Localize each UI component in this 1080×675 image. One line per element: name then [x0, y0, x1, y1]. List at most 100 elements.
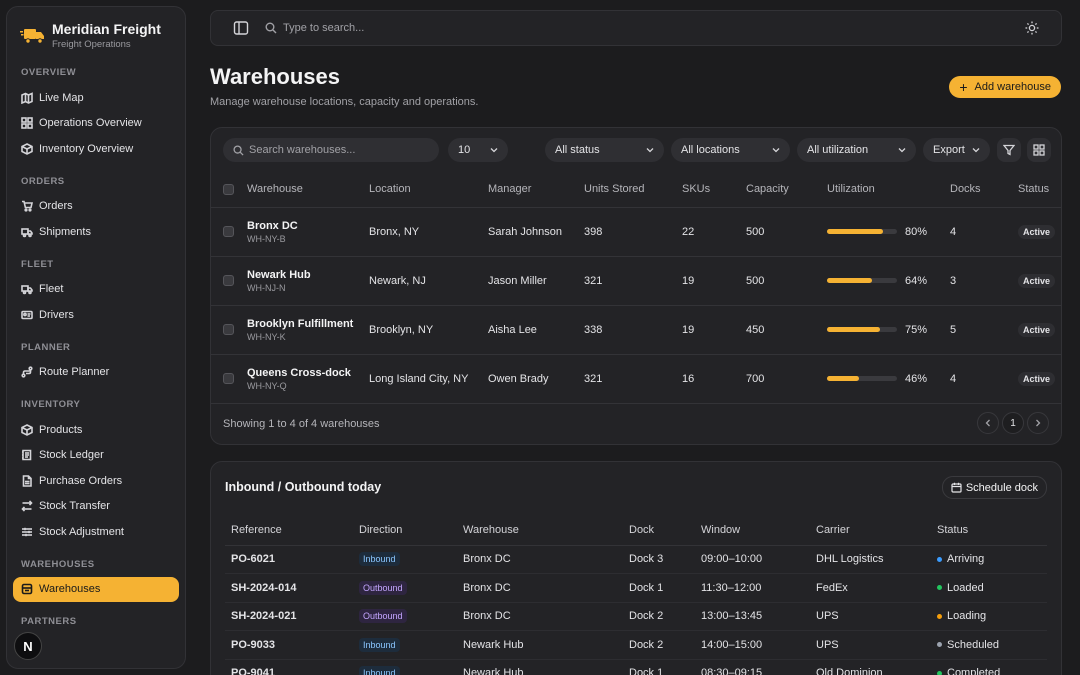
page-1-button[interactable]: 1 [1002, 412, 1024, 434]
plus-icon: + [959, 79, 968, 95]
table-row[interactable]: SH-2024-021 Outbound Bronx DC Dock 2 13:00–1… [225, 602, 1047, 631]
page-size-select[interactable]: 10 [448, 138, 508, 162]
sidebar-item-stock-transfer[interactable]: Stock Transfer [21, 494, 179, 520]
theme-toggle-sun-icon[interactable] [1025, 21, 1039, 35]
utilization-bar-fill [827, 278, 872, 283]
row-checkbox[interactable] [223, 275, 234, 286]
reference-cell: PO-9033 [225, 630, 353, 660]
status-badge: Active [1018, 322, 1056, 337]
sidebar-item-live-map[interactable]: Live Map [21, 85, 179, 111]
col-warehouse[interactable]: Warehouse [247, 172, 369, 208]
location-filter-select[interactable]: All locations [671, 138, 790, 162]
warehouse-cell: Bronx DC [457, 545, 623, 574]
sidebar-item-operations-overview[interactable]: Operations Overview [21, 111, 179, 137]
status-dot [937, 585, 942, 591]
sidebar-item-stock-adjustment[interactable]: Stock Adjustment [21, 519, 179, 545]
topbar: Type to search... [210, 10, 1062, 46]
col-status[interactable]: Status [1018, 172, 1061, 208]
sidebar-item-purchase-orders[interactable]: Purchase Orders [21, 468, 179, 494]
col-manager[interactable]: Manager [488, 172, 584, 208]
status-dot [937, 642, 942, 648]
carrier-cell: Old Dominion [810, 659, 931, 675]
sidebar-item-label: Route Planner [39, 366, 110, 379]
grid-view-button[interactable] [1027, 138, 1051, 162]
next-page-button[interactable] [1027, 412, 1049, 434]
sidebar-item-label: Operations Overview [39, 117, 142, 130]
status-filter-select[interactable]: All status [545, 138, 664, 162]
sidebar-item-fleet[interactable]: Fleet [21, 277, 179, 303]
search-icon [265, 22, 277, 34]
table-row[interactable]: Brooklyn Fulfillment WH-NY-K Brooklyn, NY A… [211, 305, 1061, 355]
prev-page-button[interactable] [977, 412, 999, 434]
col-utilization[interactable]: Utilization [827, 172, 950, 208]
col-units-stored[interactable]: Units Stored [584, 172, 682, 208]
table-row[interactable]: PO-9041 Inbound Newark Hub Dock 1 08:30–09:1… [225, 659, 1047, 675]
utilization-bar [827, 376, 897, 381]
utilization-filter-select[interactable]: All utilization [797, 138, 916, 162]
status-cell: Arriving [931, 545, 1047, 574]
filter-columns-button[interactable] [997, 138, 1021, 162]
reference-cell: SH-2024-021 [225, 602, 353, 631]
col-skus[interactable]: SKUs [682, 172, 746, 208]
sidebar-item-inventory-overview[interactable]: Inventory Overview [21, 136, 179, 162]
row-checkbox[interactable] [223, 373, 234, 384]
table-row[interactable]: Queens Cross-dock WH-NY-Q Long Island City… [211, 354, 1061, 404]
warehouse-cell: Newark Hub [457, 630, 623, 660]
warehouse-code: WH-NJ-N [247, 282, 286, 293]
row-checkbox[interactable] [223, 226, 234, 237]
col-location[interactable]: Location [369, 172, 488, 208]
warehouse-name[interactable]: Bronx DC [247, 219, 298, 232]
table-row[interactable]: SH-2024-014 Outbound Bronx DC Dock 1 11:30–1… [225, 573, 1047, 603]
table-row[interactable]: Bronx DC WH-NY-B Bronx, NY Sarah Johnson 398… [211, 207, 1061, 257]
warehouse-name[interactable]: Queens Cross-dock [247, 366, 351, 379]
dock-cell: Dock 3 [623, 545, 695, 574]
status-cell: Scheduled [931, 630, 1047, 660]
table-row[interactable]: PO-6021 Inbound Bronx DC Dock 3 09:00–10:00 D… [225, 545, 1047, 574]
status-cell: Active [1018, 305, 1061, 355]
page-subtitle: Manage warehouse locations, capacity and… [210, 96, 479, 108]
chevron-down-icon [646, 148, 654, 153]
user-avatar[interactable]: N [14, 632, 42, 660]
export-button[interactable]: Export [923, 138, 990, 162]
sidebar-item-drivers[interactable]: Drivers [21, 302, 179, 328]
skus-cell: 22 [682, 207, 746, 257]
status-filter-value: All status [555, 144, 600, 156]
status-cell: Active [1018, 207, 1061, 257]
sidebar-item-label: Products [39, 423, 83, 436]
sidebar-toggle-icon[interactable] [233, 20, 249, 36]
status-cell: Active [1018, 354, 1061, 404]
row-checkbox[interactable] [223, 324, 234, 335]
utilization-bar [827, 327, 897, 332]
sidebar-item-route-planner[interactable]: Route Planner [21, 360, 179, 386]
carrier-cell: UPS [810, 602, 931, 631]
nav-heading-planner: PLANNER [21, 341, 71, 353]
brand[interactable]: Meridian Freight Freight Operations [7, 7, 185, 53]
chevron-down-icon [972, 148, 980, 153]
col-docks[interactable]: Docks [950, 172, 1018, 208]
global-search-input[interactable]: Type to search... [283, 22, 365, 34]
reference-cell: SH-2024-014 [225, 573, 353, 603]
direction-cell: Outbound [353, 602, 457, 631]
skus-cell: 19 [682, 256, 746, 306]
chevron-down-icon [898, 148, 906, 153]
warehouse-name[interactable]: Brooklyn Fulfillment [247, 317, 354, 330]
table-row[interactable]: PO-9033 Inbound Newark Hub Dock 2 14:00–15:0… [225, 630, 1047, 660]
nav-heading-partners: PARTNERS [21, 616, 77, 627]
status-cell: Active [1018, 256, 1061, 306]
col-capacity[interactable]: Capacity [746, 172, 827, 208]
box-icon [21, 423, 33, 436]
sidebar-item-products[interactable]: Products [21, 417, 179, 443]
warehouse-name[interactable]: Newark Hub [247, 268, 311, 281]
add-warehouse-button[interactable]: + Add warehouse [949, 76, 1061, 98]
sidebar-item-warehouses[interactable]: Warehouses [13, 576, 179, 602]
sidebar-item-stock-ledger[interactable]: Stock Ledger [21, 443, 179, 469]
table-row[interactable]: Newark Hub WH-NJ-N Newark, NJ Jason Miller 3… [211, 256, 1061, 306]
warehouse-search-input[interactable]: Search warehouses... [223, 138, 439, 162]
warehouses-table-body: Bronx DC WH-NY-B Bronx, NY Sarah Johnson 398… [211, 207, 1061, 404]
warehouse-icon [21, 583, 33, 595]
sidebar-item-shipments[interactable]: Shipments [21, 219, 179, 245]
sidebar-item-orders[interactable]: Orders [21, 194, 179, 220]
schedule-dock-button[interactable]: Schedule dock [941, 476, 1047, 499]
select-all-checkbox[interactable] [223, 183, 234, 195]
status-text: Scheduled [947, 638, 999, 651]
